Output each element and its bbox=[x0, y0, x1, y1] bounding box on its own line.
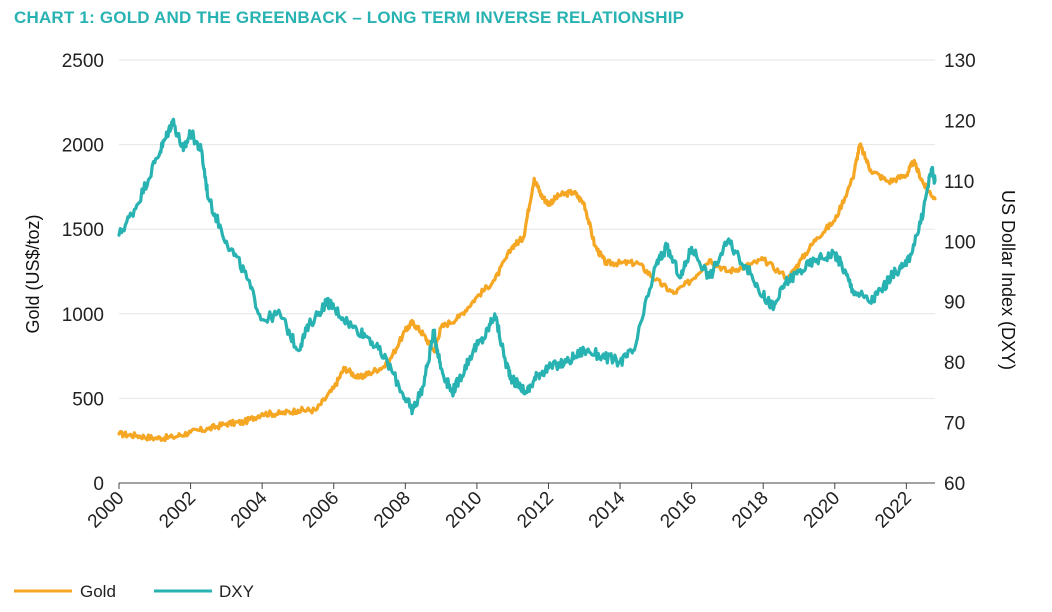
y-left-tick-label-2000: 2000 bbox=[62, 136, 104, 157]
x-tick-label-2004: 2004 bbox=[227, 487, 272, 532]
series-layer bbox=[117, 117, 937, 443]
x-tick-label-2006: 2006 bbox=[299, 488, 344, 533]
x-tick-label-2000: 2000 bbox=[84, 488, 129, 533]
y-left-tick-label-1000: 1000 bbox=[62, 305, 104, 326]
y-axis-right-label: US Dollar Index (DXY) bbox=[998, 190, 1018, 370]
x-tick-label-2022: 2022 bbox=[871, 488, 916, 533]
y-right-tick-label-60: 60 bbox=[944, 474, 965, 495]
y-axis-left-label: Gold (US$/toz) bbox=[23, 214, 43, 333]
chart-title: CHART 1: GOLD AND THE GREENBACK – LONG T… bbox=[14, 8, 685, 27]
y-left-tick-label-500: 500 bbox=[72, 389, 104, 410]
x-tick-label-2018: 2018 bbox=[728, 488, 773, 533]
x-tick-label-2014: 2014 bbox=[585, 487, 630, 532]
legend-label-dxy: DXY bbox=[219, 582, 254, 601]
legend-label-gold: Gold bbox=[80, 582, 116, 601]
x-tick-label-2020: 2020 bbox=[800, 488, 845, 533]
y-right-tick-label-110: 110 bbox=[944, 172, 974, 193]
series-line-dxy bbox=[117, 117, 937, 416]
y-right-tick-label-90: 90 bbox=[944, 293, 965, 314]
x-tick-label-2002: 2002 bbox=[155, 488, 200, 533]
y-left-tick-label-2500: 2500 bbox=[62, 51, 104, 72]
legend: Gold DXY bbox=[14, 582, 254, 601]
y-right-tick-label-120: 120 bbox=[944, 111, 976, 132]
series-line-gold bbox=[117, 142, 937, 443]
y-right-tick-label-100: 100 bbox=[944, 232, 976, 253]
y-right-tick-label-70: 70 bbox=[944, 414, 965, 435]
y-left-tick-label-0: 0 bbox=[93, 474, 104, 495]
y-right-tick-label-80: 80 bbox=[944, 353, 965, 374]
y-left-tick-label-1500: 1500 bbox=[62, 220, 104, 241]
x-tick-label-2008: 2008 bbox=[370, 488, 415, 533]
x-axis: 2000 2002 2004 2006 2008 2010 2012 2014 2016 2018… bbox=[84, 482, 935, 533]
y-axis-right: 60 70 80 90 100 110 120 130 bbox=[944, 51, 976, 495]
y-axis-left: 0 500 1000 1500 2000 2500 bbox=[62, 51, 104, 495]
x-tick-label-2012: 2012 bbox=[513, 488, 558, 533]
x-tick-label-2016: 2016 bbox=[656, 488, 701, 533]
x-tick-label-2010: 2010 bbox=[442, 488, 487, 533]
y-right-tick-label-130: 130 bbox=[944, 51, 976, 72]
